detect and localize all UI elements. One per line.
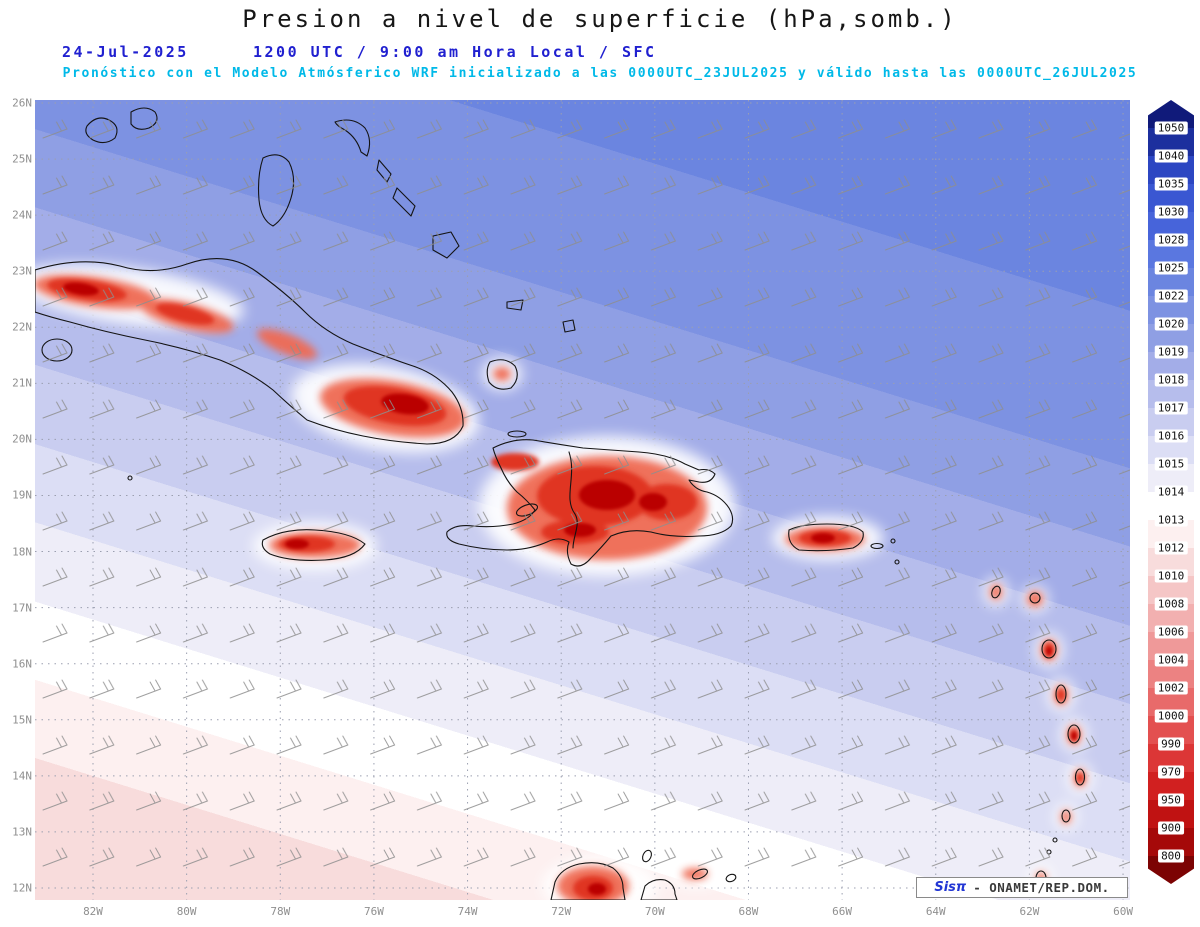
colorbar-level-label: 1013 bbox=[1154, 513, 1188, 527]
lon-tick-label: 82W bbox=[83, 905, 103, 918]
colorbar-level-label: 1019 bbox=[1154, 345, 1188, 359]
credit-text: - ONAMET/REP.DOM. bbox=[973, 880, 1110, 895]
lat-tick-label: 25N bbox=[12, 152, 32, 166]
colorbar-level-label: 1025 bbox=[1154, 261, 1188, 275]
sispi-logo: Sisπ bbox=[934, 880, 967, 895]
lon-tick-label: 70W bbox=[644, 905, 665, 918]
model-info-line: Pronóstico con el Modelo Atmósferico WRF… bbox=[62, 66, 1138, 81]
lon-tick-label: 68W bbox=[738, 905, 759, 918]
colorbar-level-label: 1000 bbox=[1154, 709, 1188, 723]
lat-tick-label: 23N bbox=[12, 264, 32, 278]
pressure-map-canvas bbox=[35, 100, 1130, 900]
colorbar-level-label: 1002 bbox=[1154, 681, 1188, 695]
lat-tick-label: 26N bbox=[12, 96, 32, 110]
lon-tick-label: 64W bbox=[925, 905, 946, 918]
colorbar-level-label: 990 bbox=[1158, 737, 1184, 751]
colorbar-level-label: 1015 bbox=[1154, 457, 1188, 471]
valid-time: 1200 UTC / 9:00 am Hora Local / SFC bbox=[253, 43, 657, 61]
lat-tick-label: 12N bbox=[12, 881, 32, 895]
valid-time-line: 24-Jul-2025 1200 UTC / 9:00 am Hora Loca… bbox=[0, 43, 1200, 63]
valid-date: 24-Jul-2025 bbox=[62, 43, 189, 61]
lon-tick-label: 60W bbox=[1113, 905, 1133, 918]
colorbar-level-label: 800 bbox=[1158, 849, 1184, 863]
lat-tick-label: 13N bbox=[12, 825, 32, 839]
colorbar-level-label: 1035 bbox=[1154, 177, 1188, 191]
pressure-colorbar: 1050 1040 1035 1030 1028 1025 1022 1020 1019 1018… bbox=[1148, 100, 1194, 916]
colorbar-level-label: 1050 bbox=[1154, 121, 1188, 135]
colorbar-level-label: 1020 bbox=[1154, 317, 1188, 331]
lon-tick-label: 66W bbox=[832, 905, 853, 918]
lat-tick-label: 22N bbox=[12, 320, 32, 334]
lon-tick-label: 76W bbox=[363, 905, 384, 918]
lon-tick-label: 78W bbox=[270, 905, 291, 918]
colorbar-level-label: 1028 bbox=[1154, 233, 1188, 247]
wind-barbs-layer bbox=[35, 100, 1130, 900]
colorbar-level-label: 1022 bbox=[1154, 289, 1188, 303]
colorbar-level-label: 1014 bbox=[1154, 485, 1188, 499]
lon-tick-label: 80W bbox=[176, 905, 197, 918]
pressure-map bbox=[35, 100, 1130, 900]
lon-tick-label: 74W bbox=[457, 905, 478, 918]
colorbar-level-label: 900 bbox=[1158, 821, 1184, 835]
colorbar-level-label: 970 bbox=[1158, 765, 1184, 779]
lat-tick-label: 17N bbox=[12, 601, 32, 615]
lat-tick-label: 14N bbox=[12, 769, 32, 783]
lat-tick-label: 24N bbox=[12, 208, 32, 222]
lat-tick-label: 18N bbox=[12, 545, 32, 559]
colorbar-level-label: 1010 bbox=[1154, 569, 1188, 583]
colorbar-level-label: 1006 bbox=[1154, 625, 1188, 639]
lat-tick-label: 21N bbox=[12, 376, 32, 390]
colorbar-level-label: 1030 bbox=[1154, 205, 1188, 219]
colorbar-level-label: 950 bbox=[1158, 793, 1184, 807]
lat-tick-label: 20N bbox=[12, 432, 32, 446]
colorbar-level-label: 1008 bbox=[1154, 597, 1188, 611]
colorbar-level-label: 1040 bbox=[1154, 149, 1188, 163]
colorbar-level-label: 1018 bbox=[1154, 373, 1188, 387]
credit-box: Sisπ - ONAMET/REP.DOM. bbox=[916, 877, 1128, 898]
page-title: Presion a nivel de superficie (hPa,somb.… bbox=[242, 5, 958, 33]
lon-tick-label: 72W bbox=[551, 905, 572, 918]
colorbar-level-label: 1016 bbox=[1154, 429, 1188, 443]
colorbar-level-label: 1017 bbox=[1154, 401, 1188, 415]
lat-tick-label: 16N bbox=[12, 657, 32, 671]
lon-tick-label: 62W bbox=[1019, 905, 1040, 918]
lat-tick-label: 19N bbox=[12, 488, 32, 502]
colorbar-level-label: 1004 bbox=[1154, 653, 1188, 667]
colorbar-level-label: 1012 bbox=[1154, 541, 1188, 555]
lat-tick-label: 15N bbox=[12, 713, 32, 727]
